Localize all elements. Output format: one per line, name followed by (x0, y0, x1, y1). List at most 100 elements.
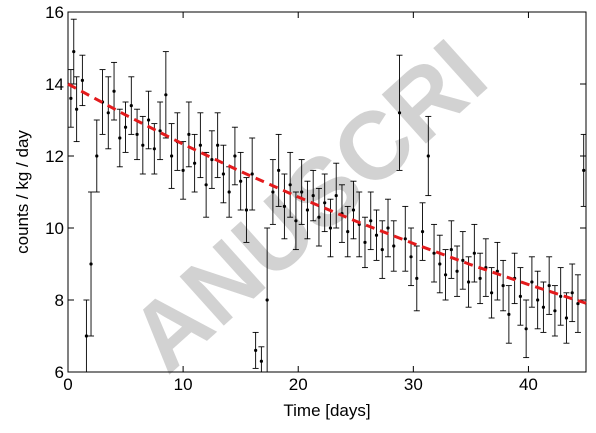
error-bar (338, 184, 345, 243)
error-bar (523, 299, 530, 359)
error-bar (546, 256, 553, 315)
point (403, 237, 407, 241)
error-bar (528, 256, 535, 308)
error-bar (350, 180, 357, 240)
point (123, 125, 128, 129)
point (501, 284, 505, 288)
error-bar (344, 205, 351, 258)
point (164, 93, 168, 97)
point (443, 273, 448, 277)
error-bar (208, 130, 215, 189)
error-bar (431, 223, 438, 283)
point (233, 154, 237, 158)
point (409, 255, 413, 259)
error-bar (105, 76, 112, 150)
point (288, 183, 292, 187)
point (570, 291, 574, 295)
point (541, 305, 546, 309)
error-bar (162, 51, 169, 139)
point (95, 154, 99, 158)
error-bar (379, 220, 386, 279)
point (363, 240, 367, 244)
point (564, 316, 569, 320)
point (374, 233, 379, 237)
point (152, 147, 156, 151)
error-bar (237, 151, 244, 211)
error-bar (203, 151, 210, 218)
point (490, 291, 494, 295)
y-tick-label: 10 (45, 219, 64, 238)
x-tick-label: 30 (404, 375, 423, 394)
error-bar (442, 249, 449, 301)
error-bar (408, 227, 415, 287)
point (282, 204, 287, 208)
point (536, 298, 540, 302)
error-bar (534, 270, 541, 330)
point (210, 158, 214, 162)
point (311, 194, 315, 198)
point (328, 226, 333, 230)
error-bar (258, 346, 265, 372)
error-bar (128, 76, 135, 135)
error-bar (361, 216, 368, 269)
point (75, 107, 79, 111)
error-bar (93, 119, 100, 193)
point (323, 201, 327, 205)
error-bar (557, 267, 564, 326)
error-bar (287, 151, 294, 218)
error-bar (220, 144, 227, 204)
error-bar (500, 259, 507, 312)
x-tick-label: 10 (174, 375, 193, 394)
point (351, 208, 356, 212)
error-bar (517, 267, 524, 326)
point (305, 208, 310, 212)
error-bar (185, 101, 192, 168)
point (518, 294, 522, 298)
point (89, 262, 93, 266)
error-bar (488, 267, 495, 319)
point (553, 309, 557, 313)
error-bar (122, 101, 129, 153)
error-bar (252, 331, 259, 369)
error-bar (157, 101, 164, 161)
error-bar (367, 191, 374, 251)
y-tick-label: 6 (55, 363, 64, 382)
point (547, 284, 551, 288)
point (271, 190, 275, 194)
fit-line (67, 82, 587, 305)
error-bar (373, 209, 380, 261)
y-axis-label: counts / kg / day (13, 130, 32, 254)
error-bar (413, 245, 420, 312)
error-bar (419, 202, 426, 261)
error-bar (396, 54, 403, 171)
error-bar (139, 115, 146, 175)
error-bar (214, 112, 221, 179)
error-bar (292, 191, 299, 251)
point (135, 132, 139, 136)
point (181, 168, 185, 172)
error-bar (477, 252, 484, 305)
error-bar (471, 223, 478, 283)
point (72, 50, 76, 54)
point (129, 104, 133, 108)
error-bar (454, 245, 461, 297)
error-bar (333, 162, 340, 229)
error-bar (390, 220, 397, 272)
point (392, 244, 396, 248)
point (472, 251, 476, 255)
point (118, 136, 122, 140)
point (227, 190, 231, 194)
point (449, 248, 453, 252)
error-bar (197, 112, 204, 179)
point (300, 190, 304, 194)
error-bar (70, 18, 77, 85)
error-bar (459, 231, 466, 290)
point (193, 161, 197, 165)
point (432, 251, 436, 255)
error-bar (327, 198, 334, 258)
point (80, 78, 84, 82)
error-bar (68, 69, 74, 128)
point (69, 96, 73, 100)
error-bar (275, 133, 282, 207)
point (576, 302, 580, 306)
